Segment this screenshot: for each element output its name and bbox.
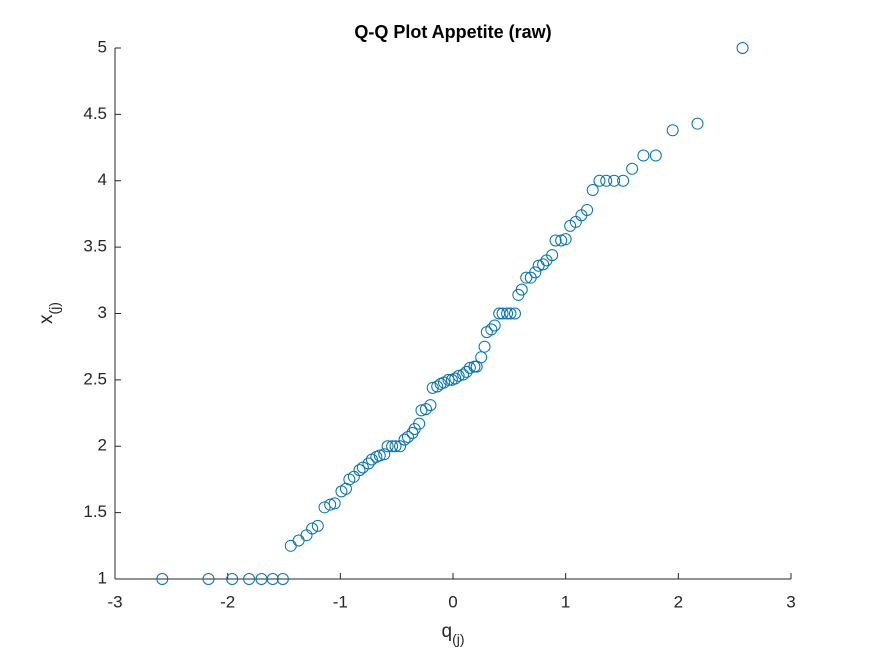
point [389,440,402,453]
point [386,440,399,453]
point [600,174,613,187]
point [593,174,606,187]
y-tick-label: 1.5 [83,502,107,521]
point [243,573,256,585]
point [608,174,621,187]
point [266,573,279,585]
x-tick-label: 1 [561,592,570,611]
point [353,464,366,477]
y-tick-label: 4.5 [83,104,107,123]
x-tick-label: -2 [220,592,235,611]
point [559,233,572,246]
point [515,283,528,296]
x-label-subscript: (j) [452,631,464,647]
point [156,573,169,585]
point [424,399,437,412]
point [373,449,386,462]
x-axis-label: q(j) [441,621,464,647]
chart-title: Q-Q Plot Appetite (raw) [354,22,551,42]
point [401,430,414,443]
x-tick-label: 2 [674,592,683,611]
y-tick-label: 3 [98,303,107,322]
point [226,573,239,585]
x-label-base: q [441,621,452,642]
point [520,271,533,284]
point [488,319,501,332]
point [691,117,704,130]
point [276,573,289,585]
y-tick-label: 3.5 [83,237,107,256]
point [381,440,394,453]
point [328,497,341,510]
point [202,573,215,585]
point [546,249,559,262]
point [457,368,470,381]
point [478,340,491,353]
y-tick-label: 4 [98,170,107,189]
point [501,307,514,320]
y-label-subscript: (j) [46,302,62,314]
x-tick-label: -1 [333,592,348,611]
point [449,372,462,385]
point [306,522,319,535]
y-tick-label: 5 [98,37,107,56]
x-tick-label: -3 [107,592,122,611]
y-label-base: x [36,314,57,324]
point [586,184,599,197]
point [666,124,679,137]
y-axis-label: x(j) [36,302,62,324]
point [549,234,562,247]
y-tick-label: 2.5 [83,369,107,388]
point [649,149,662,162]
point [617,174,630,187]
point [318,501,331,514]
point [508,307,521,320]
point [463,361,476,374]
point [555,234,568,247]
point [415,404,428,417]
x-tick-label: 3 [786,592,795,611]
point [426,381,439,394]
point [394,440,407,453]
point [442,373,455,386]
point [378,448,391,461]
point [485,323,498,336]
x-tick-label: 0 [448,592,457,611]
point [529,266,542,279]
point [311,519,324,532]
point [581,203,594,216]
point [637,149,650,162]
point [324,498,337,511]
point [475,351,488,364]
point [537,258,550,271]
point [431,380,444,393]
point [626,162,639,175]
point [419,403,432,416]
point [362,457,375,470]
point [452,369,465,382]
point [413,417,426,430]
point [504,307,517,320]
point [496,307,509,320]
point [398,433,411,446]
y-tick-label: 2 [98,436,107,455]
point [736,42,749,54]
y-tick-label: 1 [98,568,107,587]
